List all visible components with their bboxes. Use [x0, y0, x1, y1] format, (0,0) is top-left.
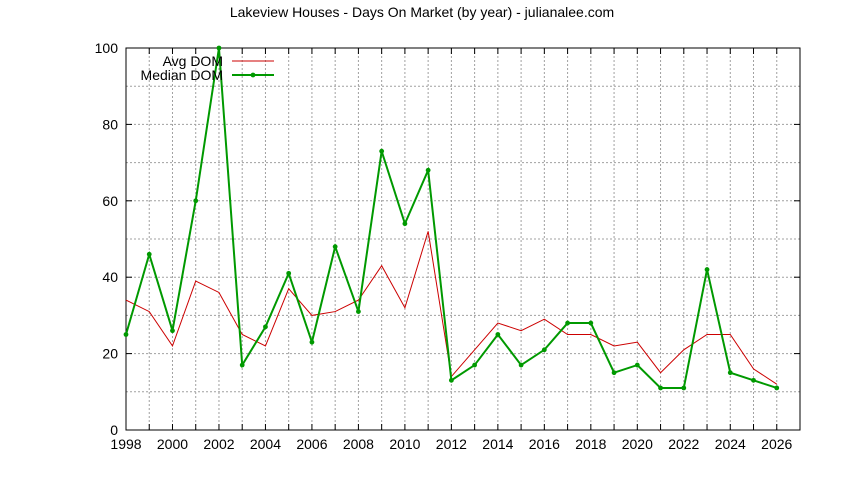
x-tick-label: 2016	[529, 436, 560, 452]
y-tick-label: 100	[95, 40, 119, 56]
data-point-median-dom	[146, 251, 152, 257]
y-tick-label: 40	[102, 269, 118, 285]
data-point-median-dom	[448, 377, 454, 383]
data-point-median-dom	[379, 148, 385, 154]
data-point-median-dom	[309, 339, 315, 345]
data-point-median-dom	[565, 320, 570, 326]
plot-frame	[125, 47, 801, 431]
data-point-median-dom	[472, 362, 478, 368]
x-tick-label: 2018	[575, 436, 606, 452]
grid	[126, 48, 800, 430]
data-point-median-dom	[751, 377, 756, 383]
series-layer	[123, 45, 780, 391]
data-point-median-dom	[332, 244, 338, 250]
x-tick-label: 1998	[110, 436, 141, 452]
data-point-median-dom	[193, 198, 199, 204]
x-tick-label: 2024	[715, 436, 746, 452]
data-point-median-dom	[774, 385, 780, 391]
x-tick-label: 2010	[389, 436, 420, 452]
data-point-median-dom	[518, 362, 524, 368]
data-point-median-dom	[588, 320, 594, 326]
x-tick-label: 2006	[296, 436, 327, 452]
legend-marker-median-dom	[250, 72, 256, 78]
chart-title: Lakeview Houses - Days On Market (by yea…	[229, 4, 615, 20]
series-median-dom	[123, 45, 780, 391]
data-point-median-dom	[239, 362, 245, 368]
data-point-median-dom	[286, 270, 292, 276]
y-tick-label: 0	[110, 422, 118, 438]
axis-ticks: 1998 2000 2002 2004 2006 2008 2010 2012 2014 2016…	[95, 40, 801, 452]
y-tick-label: 20	[102, 346, 118, 362]
x-tick-label: 2004	[250, 436, 281, 452]
data-point-median-dom	[727, 370, 733, 376]
data-point-median-dom	[170, 328, 175, 334]
data-point-median-dom	[216, 45, 222, 51]
x-tick-label: 2020	[622, 436, 653, 452]
legend-label-avg-dom: Avg DOM	[163, 53, 223, 69]
x-tick-label: 2000	[157, 436, 188, 452]
x-tick-label: 2014	[482, 436, 513, 452]
y-tick-label: 80	[102, 116, 118, 132]
data-point-median-dom	[356, 309, 361, 314]
data-point-median-dom	[425, 167, 431, 173]
data-point-median-dom	[402, 221, 408, 227]
x-tick-label: 2022	[668, 436, 699, 452]
x-tick-label: 2012	[436, 436, 467, 452]
x-tick-label: 2026	[761, 436, 792, 452]
x-tick-label: 2008	[343, 436, 374, 452]
data-point-median-dom	[495, 332, 501, 337]
data-point-median-dom	[263, 324, 268, 330]
data-point-median-dom	[634, 362, 640, 368]
data-point-median-dom	[704, 267, 710, 272]
data-point-median-dom	[123, 332, 129, 337]
data-point-median-dom	[611, 370, 617, 376]
legend-label-median-dom: Median DOM	[141, 67, 223, 83]
x-tick-label: 2002	[203, 436, 234, 452]
y-tick-label: 60	[102, 193, 118, 209]
data-point-median-dom	[658, 385, 663, 391]
data-point-median-dom	[681, 385, 687, 391]
data-point-median-dom	[541, 347, 547, 353]
